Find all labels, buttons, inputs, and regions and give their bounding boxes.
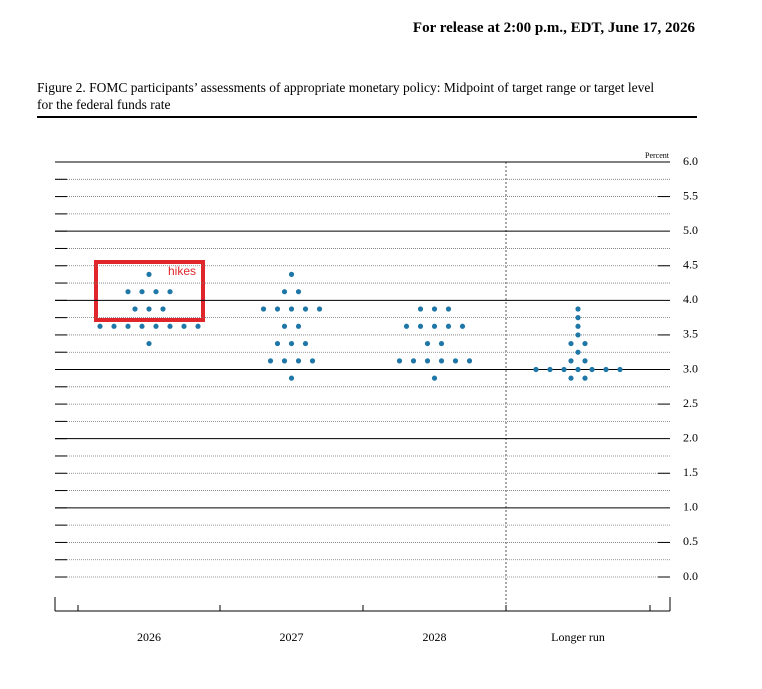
dot (139, 289, 145, 295)
dot (575, 315, 581, 321)
dot (302, 306, 309, 312)
dot (466, 358, 473, 364)
y-tick-label: 4.5 (683, 258, 698, 272)
dot (309, 358, 316, 364)
x-tick-label: Longer run (551, 630, 605, 644)
dot (295, 289, 302, 295)
dot (424, 358, 431, 364)
y-tick-label: 0.0 (683, 569, 698, 583)
dot (431, 306, 438, 312)
dot (295, 323, 302, 329)
dot (568, 340, 574, 347)
dot (288, 340, 295, 347)
dot (582, 358, 588, 364)
dot (288, 306, 295, 312)
dot (97, 323, 103, 329)
y-tick-label: 1.5 (683, 465, 698, 479)
dot (195, 323, 201, 329)
dot (167, 323, 173, 329)
title-rule (37, 116, 697, 118)
dot (396, 358, 403, 364)
dot (288, 271, 295, 277)
y-tick-label: 3.5 (683, 327, 698, 341)
dot (533, 366, 539, 373)
dot (274, 306, 281, 312)
dot (153, 289, 159, 295)
dot (417, 323, 424, 329)
dot (568, 358, 574, 364)
x-tick-label: 2028 (423, 630, 447, 644)
dot (260, 306, 267, 312)
dot (547, 366, 553, 373)
dot (575, 366, 581, 373)
dot (452, 358, 459, 364)
y-tick-label: 2.0 (683, 430, 698, 444)
y-tick-label: 5.0 (683, 223, 698, 237)
y-tick-label: 3.0 (683, 361, 698, 375)
dot (561, 366, 567, 373)
dot (417, 306, 424, 312)
dot (575, 306, 581, 312)
dot (281, 323, 288, 329)
dot (288, 375, 295, 381)
highlight-box (94, 260, 205, 322)
y-tick-label: 4.0 (683, 292, 698, 306)
dot (139, 323, 145, 329)
dot (132, 306, 138, 312)
dot (295, 358, 302, 364)
unit-label: Percent (645, 151, 670, 160)
dot (582, 375, 588, 381)
dot (445, 306, 452, 312)
y-tick-label: 6.0 (683, 154, 698, 168)
dot (589, 366, 595, 373)
x-tick-label: 2026 (137, 630, 161, 644)
dot (603, 366, 609, 373)
annotation: hikes (168, 264, 196, 278)
dot (575, 349, 581, 355)
dot (267, 358, 274, 364)
dot (125, 289, 131, 295)
dot (568, 375, 574, 381)
dot (281, 289, 288, 295)
dot (575, 323, 581, 329)
x-tick-label: 2027 (280, 630, 304, 644)
dot (274, 340, 281, 347)
dot (445, 323, 452, 329)
dot (316, 306, 323, 312)
dot (617, 366, 623, 373)
dot (582, 340, 588, 347)
dot (410, 358, 417, 364)
dot (153, 323, 159, 329)
dot (438, 358, 445, 364)
dot (302, 340, 309, 347)
dot (146, 340, 152, 347)
y-tick-label: 1.0 (683, 500, 698, 514)
y-tick-label: 0.5 (683, 534, 698, 548)
dot (575, 332, 581, 338)
dot (167, 289, 173, 295)
dot (438, 340, 445, 347)
dot (459, 323, 466, 329)
chart-title: Figure 2. FOMC participants’ assessments… (37, 80, 655, 112)
dot (181, 323, 187, 329)
dot (125, 323, 131, 329)
dot (160, 306, 166, 312)
dot (281, 358, 288, 364)
y-tick-label: 2.5 (683, 396, 698, 410)
dot (146, 306, 152, 312)
release-note: For release at 2:00 p.m., EDT, June 17, … (412, 20, 695, 36)
dot (424, 340, 431, 347)
dot (431, 375, 438, 381)
dot (403, 323, 410, 329)
dot (431, 323, 438, 329)
dot (146, 271, 152, 277)
y-tick-label: 5.5 (683, 188, 698, 202)
dot (111, 323, 117, 329)
